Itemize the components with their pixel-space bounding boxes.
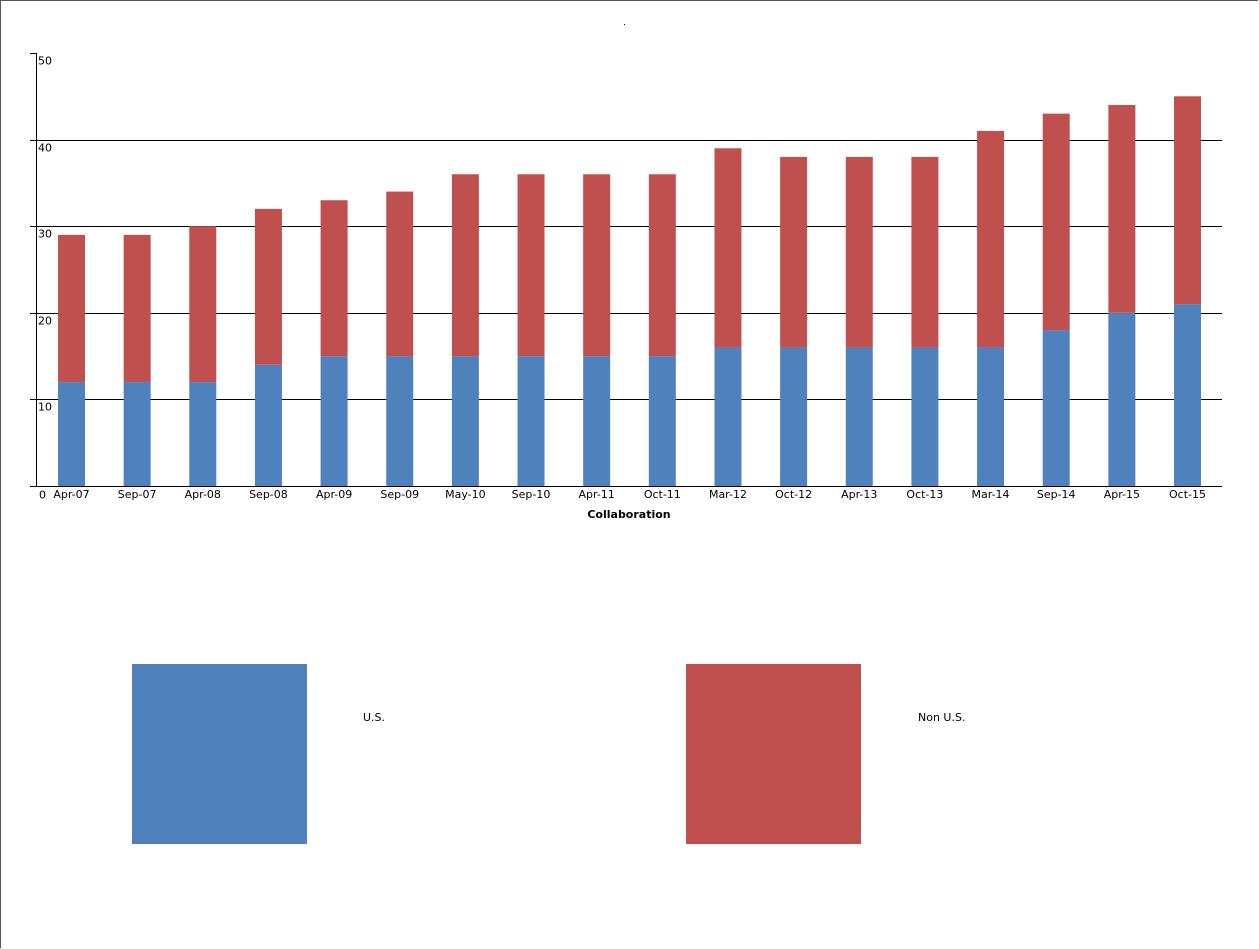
- bar-us: [189, 382, 217, 486]
- bar-non-us: [451, 174, 479, 357]
- bar-non-us: [648, 174, 676, 357]
- bar-non-us: [1042, 113, 1070, 331]
- x-tick-label: Apr-08: [185, 488, 221, 501]
- y-tick-label: 0: [39, 489, 46, 502]
- bar-us: [1108, 312, 1136, 486]
- bar-non-us: [1174, 96, 1201, 305]
- bar-us: [320, 356, 348, 486]
- bar-us: [714, 347, 742, 486]
- bar-us: [1174, 304, 1201, 486]
- bar-us: [911, 347, 939, 486]
- x-tick-label: Oct-12: [775, 488, 812, 501]
- bar-non-us: [911, 156, 939, 348]
- y-tick-label: 30: [38, 228, 52, 241]
- bar-us: [845, 347, 873, 486]
- chart-title-mark: [624, 24, 625, 25]
- bar-non-us: [517, 174, 545, 357]
- x-tick-label: Apr-13: [841, 488, 877, 501]
- stacked-bar-chart: 0 10 20 30 40 50 Apr-07 Sep-07 Apr-08 Sep-08 Apr-0…: [30, 53, 1222, 521]
- bar-non-us: [320, 200, 348, 357]
- x-tick-label: Mar-12: [709, 488, 747, 501]
- bar-us: [254, 364, 282, 486]
- bar-non-us: [977, 130, 1005, 348]
- x-tick-label: Mar-14: [972, 488, 1010, 501]
- bar-non-us: [58, 234, 85, 383]
- x-tick-label: Oct-13: [906, 488, 943, 501]
- legend-label-us: U.S.: [363, 711, 386, 724]
- bar-us: [977, 347, 1005, 486]
- bar-us: [780, 347, 808, 486]
- x-tick-label: Apr-11: [579, 488, 615, 501]
- bar-non-us: [123, 234, 151, 383]
- x-tick-label: Apr-15: [1104, 488, 1140, 501]
- y-tick-label: 20: [38, 315, 52, 328]
- bar-us: [451, 356, 479, 486]
- bar-non-us: [254, 208, 282, 365]
- bar-us: [1042, 330, 1070, 486]
- x-tick-label: Oct-11: [644, 488, 681, 501]
- bar-us: [386, 356, 414, 486]
- bar-us: [123, 382, 151, 486]
- x-tick-label: Sep-07: [118, 488, 157, 501]
- bar-non-us: [583, 174, 611, 357]
- bar-non-us: [714, 148, 742, 348]
- bar-us: [517, 356, 545, 486]
- x-tick-label: May-10: [445, 488, 486, 501]
- bar-non-us: [845, 156, 873, 348]
- bar-us: [583, 356, 611, 486]
- y-tick-label: 10: [38, 401, 52, 414]
- bar-non-us: [189, 226, 217, 383]
- x-tick-label: Apr-09: [316, 488, 352, 501]
- x-tick-label: Sep-09: [380, 488, 419, 501]
- x-tick-label: Sep-10: [512, 488, 551, 501]
- bar-non-us: [1108, 104, 1136, 313]
- legend-swatch-us: [132, 664, 307, 844]
- x-tick-label: Apr-07: [53, 488, 89, 501]
- y-tick-label: 50: [38, 55, 52, 68]
- y-tick-label: 40: [38, 142, 52, 155]
- x-axis-title: Collaboration: [587, 508, 670, 521]
- bar-us: [648, 356, 676, 486]
- legend-swatch-non-us: [686, 664, 861, 844]
- x-tick-label: Sep-08: [249, 488, 288, 501]
- bar-non-us: [386, 191, 414, 357]
- bar-us: [58, 382, 85, 486]
- legend-label-non-us: Non U.S.: [918, 711, 966, 724]
- x-tick-label: Oct-15: [1169, 488, 1206, 501]
- bar-non-us: [780, 156, 808, 348]
- x-tick-label: Sep-14: [1037, 488, 1076, 501]
